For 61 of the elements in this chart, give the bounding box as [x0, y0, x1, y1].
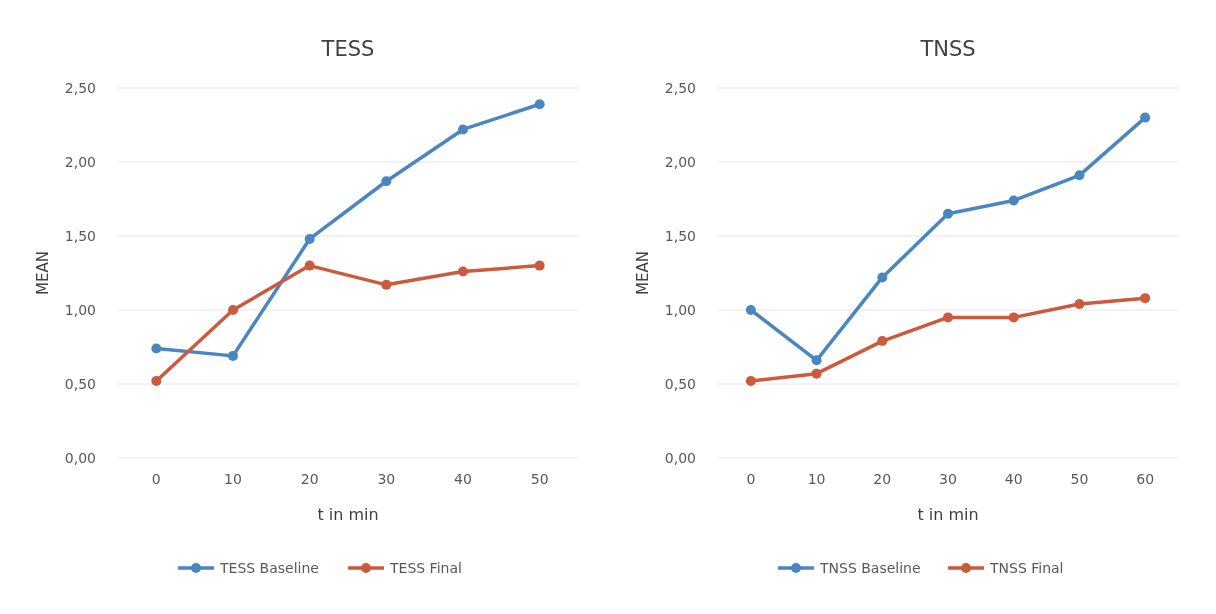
chart-title: TNSS	[919, 37, 976, 61]
point	[228, 350, 238, 361]
point	[458, 266, 468, 277]
y-tick-label: 2,00	[64, 153, 96, 170]
point	[151, 343, 162, 354]
point	[1008, 195, 1019, 206]
y-axis-title: MEAN	[34, 251, 52, 295]
point	[304, 233, 315, 244]
point	[943, 312, 953, 323]
point	[458, 124, 468, 135]
y-tick-label: 0,50	[64, 375, 96, 392]
point	[811, 355, 822, 366]
y-tick-label: 1,50	[664, 227, 696, 244]
y-tick-label: 2,50	[64, 79, 96, 96]
point	[1074, 299, 1085, 310]
chart-title: TESS	[320, 37, 375, 61]
legend-label: TESS Baseline	[219, 559, 319, 576]
legend-label: TNSS Baseline	[819, 559, 921, 576]
point	[304, 260, 315, 271]
point	[1140, 293, 1151, 304]
x-tick-label: 50	[1070, 471, 1089, 487]
legend-label: TESS Final	[389, 559, 462, 576]
x-tick-label: 50	[530, 471, 549, 487]
x-tick-label: 0	[746, 471, 756, 487]
y-tick-label: 0,00	[664, 449, 696, 466]
x-tick-label: 10	[224, 471, 242, 487]
point	[811, 368, 822, 379]
point	[151, 376, 162, 387]
point	[745, 376, 756, 387]
point	[381, 176, 392, 187]
point	[877, 272, 888, 283]
point	[1008, 312, 1019, 323]
x-tick-label: 40	[454, 471, 472, 487]
x-tick-label: 0	[151, 471, 161, 487]
legend-label: TNSS Final	[989, 559, 1064, 576]
point	[534, 260, 545, 271]
point	[534, 99, 545, 110]
point	[1074, 170, 1085, 181]
y-tick-label: 1,50	[64, 227, 96, 244]
y-tick-label: 1,00	[64, 301, 96, 318]
y-tick-label: 2,00	[664, 153, 696, 170]
point	[877, 336, 888, 347]
y-axis-title: MEAN	[634, 251, 652, 295]
y-tick-label: 2,50	[664, 79, 696, 96]
x-tick-label: 60	[1136, 471, 1155, 487]
y-tick-label: 0,50	[664, 375, 696, 392]
y-tick-label: 0,00	[64, 449, 96, 466]
point	[381, 279, 392, 290]
x-axis-title: t in min	[317, 505, 379, 524]
x-tick-label: 40	[1004, 471, 1023, 487]
x-tick-label: 20	[300, 471, 319, 487]
x-tick-label: 30	[377, 471, 396, 487]
point	[228, 305, 238, 315]
y-tick-label: 1,00	[664, 301, 696, 318]
point	[1140, 112, 1151, 123]
x-tick-label: 30	[939, 471, 957, 487]
x-tick-label: 10	[807, 471, 826, 487]
point	[745, 305, 756, 315]
point	[943, 208, 953, 219]
x-tick-label: 20	[873, 471, 892, 487]
x-axis-title: t in min	[917, 505, 979, 524]
